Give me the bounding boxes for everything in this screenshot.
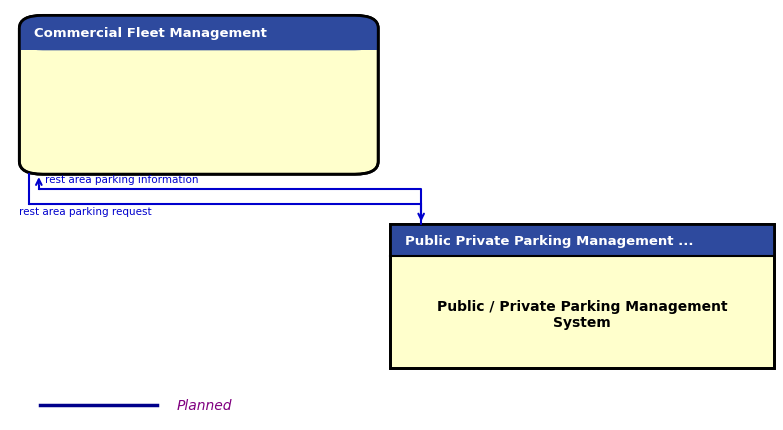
- Text: Public Private Parking Management ...: Public Private Parking Management ...: [406, 234, 694, 247]
- Text: rest area parking information: rest area parking information: [45, 175, 199, 184]
- Bar: [390, 225, 774, 369]
- Text: Commercial Fleet Management: Commercial Fleet Management: [34, 27, 266, 40]
- Text: Public / Private Parking Management
System: Public / Private Parking Management Syst…: [437, 300, 727, 330]
- Bar: [390, 225, 774, 256]
- Text: Planned: Planned: [177, 398, 233, 412]
- Bar: [390, 225, 774, 369]
- Bar: [20, 32, 378, 51]
- FancyBboxPatch shape: [20, 16, 378, 51]
- Text: rest area parking request: rest area parking request: [20, 207, 152, 217]
- FancyBboxPatch shape: [20, 16, 378, 175]
